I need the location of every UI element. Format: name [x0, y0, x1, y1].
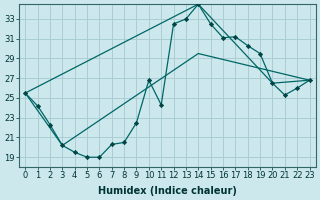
X-axis label: Humidex (Indice chaleur): Humidex (Indice chaleur): [98, 186, 237, 196]
